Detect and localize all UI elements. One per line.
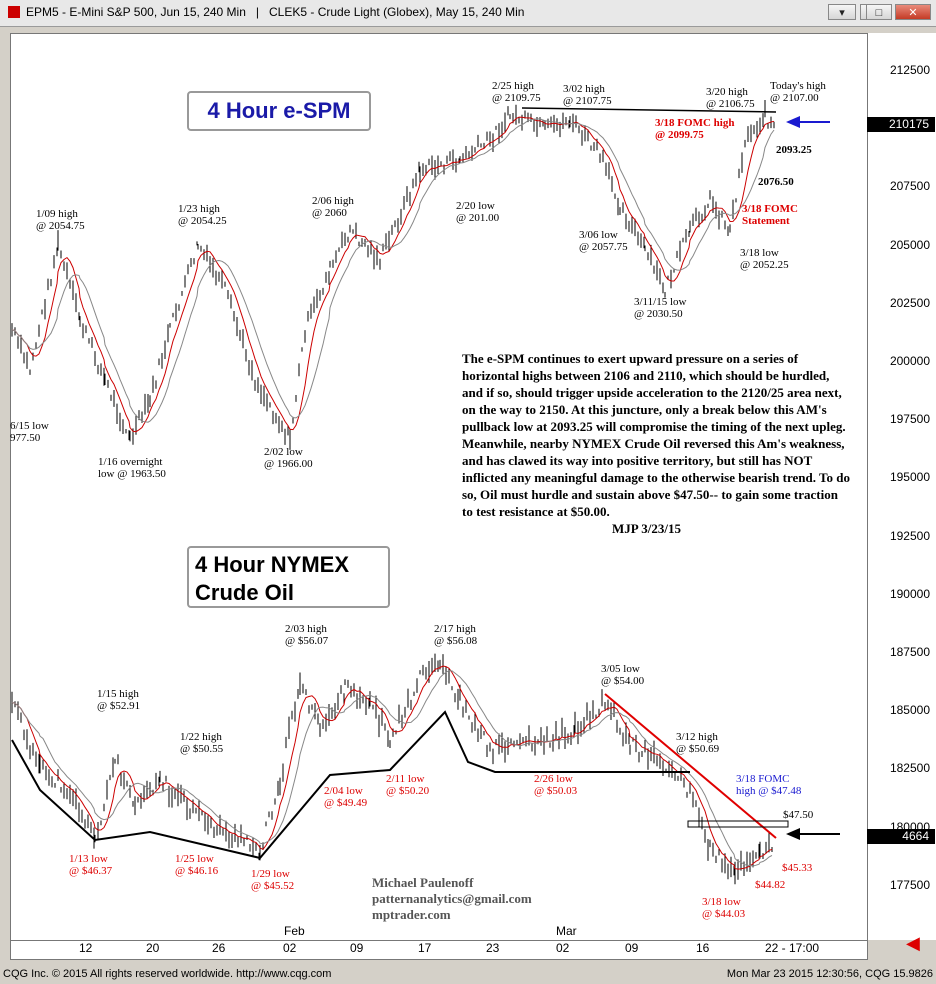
spm-annotation: 3/02 high @ 2107.75 — [563, 83, 612, 107]
oil-moving-average-slow — [11, 670, 773, 867]
oil-annotation: $44.82 — [755, 879, 786, 891]
oil-annotation: 3/05 low @ $54.00 — [601, 663, 645, 687]
spm-arrow-head — [786, 116, 800, 128]
spm-annotation: 6/15 low 977.50 — [10, 420, 49, 444]
window-titlebar: EPM5 - E-Mini S&P 500, Jun 15, 240 Min |… — [0, 0, 936, 27]
author-email[interactable]: patternanalytics@gmail.com — [372, 891, 532, 906]
spm-annotation: 3/06 low @ 2057.75 — [579, 229, 628, 253]
oil-annotation: 1/13 low @ $46.37 — [69, 853, 113, 877]
spm-annotation: 1/16 overnight low @ 1963.50 — [98, 456, 166, 480]
footer: CQG Inc. © 2015 All rights reserved worl… — [0, 966, 936, 984]
x-tick: 02 — [283, 941, 297, 955]
spm-last-price: 210175 — [867, 117, 935, 132]
spm-panel-title: 4 Hour e-SPM — [187, 91, 371, 131]
y-tick: 197500 — [889, 412, 930, 427]
spm-annotation: 2/20 low @ 201.00 — [456, 200, 500, 224]
y-tick: 205000 — [889, 237, 930, 252]
oil-annotation: 2/17 high @ $56.08 — [434, 623, 478, 647]
x-tick: 22 - 17:00 — [765, 941, 820, 955]
spm-annotation: 2076.50 — [758, 176, 794, 188]
close-button[interactable]: ✕ — [895, 4, 931, 20]
author-site[interactable]: mptrader.com — [372, 907, 451, 922]
oil-annotation: 1/15 high @ $52.91 — [97, 688, 141, 712]
spm-annotation: 2/25 high @ 2109.75 — [492, 80, 541, 104]
oil-moving-average-fast — [11, 665, 773, 870]
oil-annotation: 1/29 low @ $45.52 — [251, 868, 295, 892]
oil-title-line1: 4 Hour NYMEX — [195, 552, 350, 577]
oil-annotation: 2/26 low @ $50.03 — [534, 773, 578, 797]
x-tick: 09 — [350, 941, 364, 955]
oil-last-price: 4664 — [867, 829, 935, 844]
month-label: Mar — [556, 924, 577, 938]
spm-annotation: 2/06 high @ 2060 — [312, 195, 354, 219]
x-tick: 12 — [79, 941, 93, 955]
spm-resistance-line — [521, 107, 777, 113]
y-tick: 177500 — [889, 877, 930, 892]
y-tick: 212500 — [889, 63, 930, 77]
copyright: CQG Inc. © 2015 All rights reserved worl… — [3, 968, 332, 980]
y-tick: 187500 — [889, 645, 930, 659]
spm-annotation: 3/11/15 low @ 2030.50 — [634, 296, 687, 320]
spm-moving-average-slow — [11, 118, 775, 423]
author-block: Michael Paulenoff patternanalytics@gmail… — [372, 875, 532, 923]
x-tick: 17 — [418, 941, 432, 955]
y-tick: 207500 — [889, 179, 930, 194]
x-tick: 26 — [212, 941, 226, 955]
window-title: EPM5 - E-Mini S&P 500, Jun 15, 240 Min |… — [26, 5, 525, 19]
spm-annotation: Today's high @ 2107.00 — [770, 80, 826, 104]
x-tick: 23 — [486, 941, 500, 955]
dropdown-button[interactable]: ▾ — [828, 4, 856, 20]
oil-annotation: 2/11 low @ $50.20 — [386, 773, 430, 797]
y-tick: 200000 — [889, 354, 930, 368]
y-tick: 202500 — [889, 295, 930, 310]
y-tick: 185000 — [889, 703, 930, 718]
y-tick: 192500 — [889, 528, 930, 543]
commentary-signature: MJP 3/23/15 — [612, 521, 681, 536]
oil-annotation: 1/22 high @ $50.55 — [180, 731, 224, 755]
oil-annotation: $47.50 — [783, 809, 814, 821]
spm-annotation: 3/18 low @ 2052.25 — [740, 247, 789, 271]
oil-support-line — [11, 710, 690, 860]
spm-annotation: 2/02 low @ 1966.00 — [264, 446, 313, 470]
oil-annotation: 3/18 FOMC high @ $47.48 — [736, 773, 802, 797]
oil-downtrend-line — [604, 693, 777, 839]
y-tick: 190000 — [889, 586, 930, 601]
y-tick: 182500 — [889, 761, 930, 776]
oil-annotation: 1/25 low @ $46.16 — [175, 853, 219, 877]
oil-annotation: 2/03 high @ $56.07 — [285, 623, 329, 647]
commentary-text: The e-SPM continues to exert upward pres… — [462, 351, 850, 519]
author-name: Michael Paulenoff — [372, 875, 474, 890]
scroll-left-arrow-icon[interactable]: ◀ — [906, 933, 920, 954]
spm-annotation: 1/23 high @ 2054.25 — [178, 203, 227, 227]
spm-annotation: 3/18 FOMC high @ 2099.75 — [655, 117, 735, 141]
oil-arrow-head — [786, 828, 800, 840]
time-axis — [10, 940, 868, 960]
x-tick: 09 — [625, 941, 639, 955]
price-axis — [867, 33, 936, 940]
spm-annotation: 1/09 high @ 2054.75 — [36, 208, 85, 232]
month-label: Feb — [284, 924, 305, 938]
maximize-button[interactable]: □ — [866, 4, 892, 20]
oil-annotation: $45.33 — [782, 862, 813, 874]
spm-annotation: 2093.25 — [776, 144, 812, 156]
y-tick: 195000 — [889, 470, 930, 485]
oil-annotation: 3/18 low @ $44.03 — [702, 896, 746, 920]
oil-annotation: 3/12 high @ $50.69 — [676, 731, 720, 755]
timestamp: Mon Mar 23 2015 12:30:56, CQG 15.9826 — [726, 968, 933, 980]
oil-resistance-box — [687, 820, 789, 828]
x-tick: 02 — [556, 941, 570, 955]
spm-annotation: 3/20 high @ 2106.75 — [706, 86, 755, 110]
x-tick: 16 — [696, 941, 710, 955]
spm-annotation: 3/18 FOMC Statement — [742, 203, 798, 227]
oil-title-line2: Crude Oil — [195, 580, 295, 605]
app-icon — [8, 6, 20, 18]
commentary: The e-SPM continues to exert upward pres… — [462, 350, 852, 537]
spm-moving-average-fast — [11, 116, 775, 433]
oil-panel-title: 4 Hour NYMEX Crude Oil — [187, 546, 390, 608]
x-tick: 20 — [146, 941, 160, 955]
oil-annotation: 2/04 low @ $49.49 — [324, 785, 368, 809]
